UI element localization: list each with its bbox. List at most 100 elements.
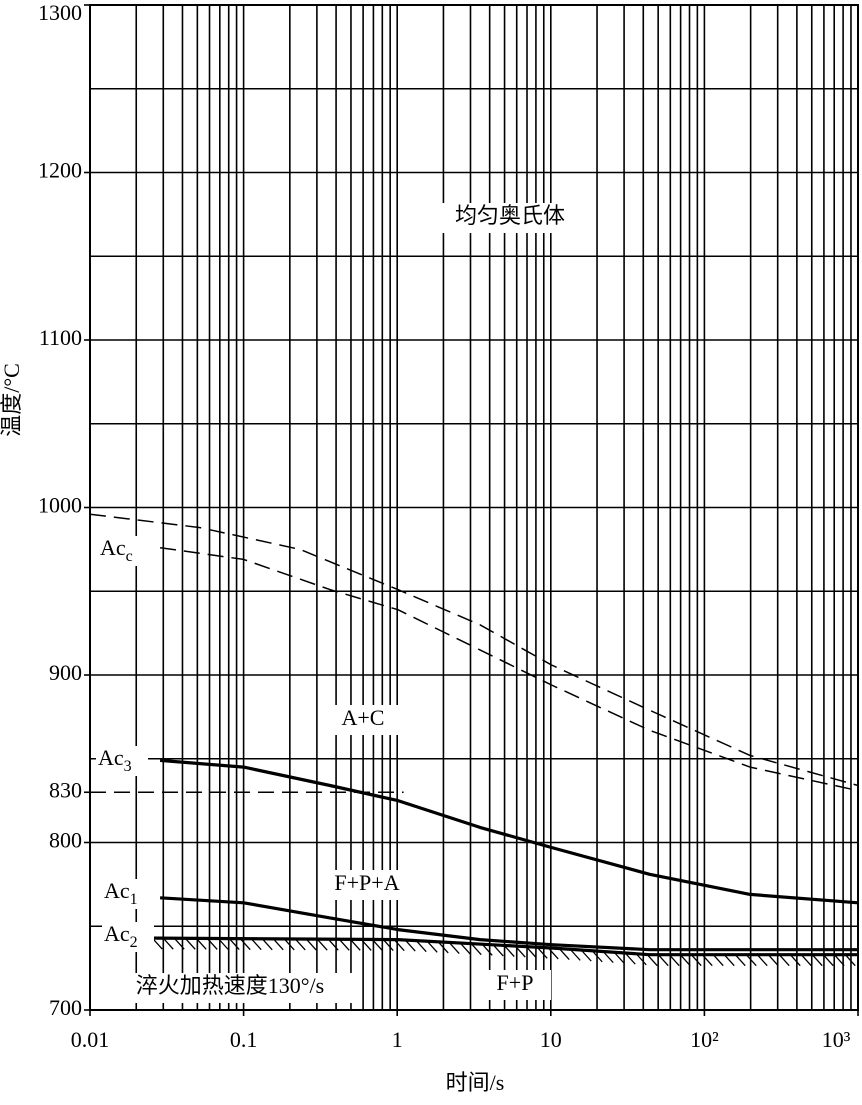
hatch [526,947,537,959]
hatch [218,939,229,950]
label-bg [102,879,154,909]
hatch [669,955,680,967]
series-label: Ac1 [104,878,138,908]
y-tick-label: 800 [49,828,82,853]
annotation-bg [327,705,399,735]
hatch [350,939,361,951]
annotation-bg [479,970,551,1000]
hatch [581,950,592,962]
hatch [471,944,482,956]
hatch [273,939,284,951]
hatch [647,955,658,967]
series-label-sub: 2 [130,934,138,951]
x-tick-label: 10² [690,1027,719,1052]
annotation-bg [331,870,403,900]
x-axis-label: 时间/s [446,1070,505,1095]
hatch [845,955,856,967]
x-tick-label: 10 [540,1027,562,1052]
curve [159,546,859,792]
hatch [339,939,350,951]
series-label-sub: c [126,548,133,565]
hatch [240,939,251,951]
hatch [295,939,306,951]
x-tick-label: 10³ [822,1027,851,1052]
curve [160,896,858,952]
hatch [460,943,471,955]
hatch [757,955,768,967]
hatch [559,949,570,961]
hatch [735,955,746,967]
hatch [801,955,812,967]
hatch [394,940,405,952]
hatch [482,944,493,956]
hatch [207,938,218,950]
hatch [449,943,460,954]
hatch [174,938,185,950]
hatch [636,954,647,966]
x-tick-label: 0.1 [230,1027,258,1052]
hatch [152,938,163,950]
hatch [405,940,416,952]
hatch [702,955,713,967]
hatch [537,947,548,959]
series-label: Acc [100,535,133,565]
hatch [625,953,636,965]
y-tick-label: 1300 [38,0,82,25]
y-tick-label: 830 [49,777,82,802]
series-label-sub: 1 [130,891,138,908]
hatch [383,940,394,951]
hatch [185,938,196,950]
label-bg [98,536,150,566]
y-tick-label: 1100 [39,325,82,350]
hatch [427,941,438,953]
y-tick-label: 1200 [38,158,82,183]
hatch [834,955,845,967]
hatch [768,955,779,967]
hatch [196,938,207,950]
hatch [592,951,603,963]
hatch [251,939,262,951]
x-tick-label: 0.01 [71,1027,110,1052]
hatch [790,955,801,967]
hatch [779,955,790,967]
annotation-bg [98,973,362,1003]
annotation: 淬火加热速度130°/s [136,973,324,998]
hatch [317,939,328,951]
y-tick-label: 1000 [38,493,82,518]
hatch [493,945,504,957]
hatch [713,955,724,967]
y-tick-label: 700 [49,995,82,1020]
hatch [691,955,702,967]
y-tick-label: 900 [49,660,82,685]
hatch [438,942,449,954]
hatch [724,955,735,967]
hatch [812,955,823,967]
curve [159,758,859,905]
series-label-name: Ac [98,745,124,770]
hatch [570,949,581,961]
hatch [229,939,240,951]
x-tick-label: 1 [392,1027,403,1052]
annotation: F+P+A [334,870,399,895]
hatch [603,952,614,964]
hatch [504,946,515,957]
series-label: Ac3 [98,745,132,775]
hatch [306,939,317,951]
hatch [746,955,757,967]
annotation: F+P [497,970,534,995]
hatch [284,939,295,951]
hatch [262,939,273,951]
hatch [548,948,559,960]
hatch [680,955,691,967]
hatch [658,955,669,967]
hatch [361,939,372,951]
hatch [614,952,625,964]
series-label-name: Ac [100,535,126,560]
curve [138,936,858,957]
annotation-bg [432,203,588,233]
hatch [328,939,339,951]
hatch [372,940,383,951]
hatch [823,955,834,967]
